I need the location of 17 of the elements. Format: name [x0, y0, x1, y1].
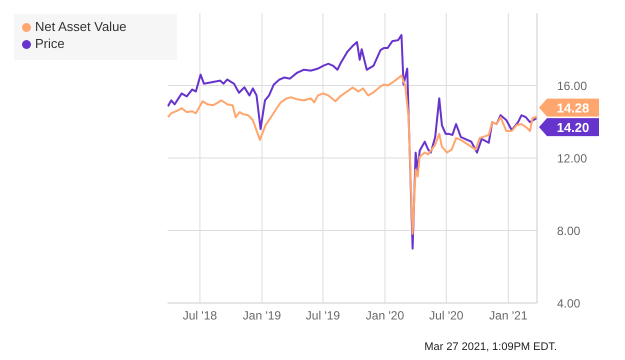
- annotation: 14.20: [556, 120, 590, 136]
- x-tick-label: Jul '19: [306, 308, 340, 323]
- line-series: [168, 74, 537, 235]
- y-tick-label: 4.00: [557, 296, 581, 310]
- x-tick-label: Jan '21: [489, 308, 528, 323]
- x-tick-label: Jan '20: [366, 308, 404, 323]
- legend-label: Price: [35, 36, 65, 51]
- legend-label: Net Asset Value: [35, 19, 127, 34]
- x-tick-label: Jul '18: [182, 308, 218, 323]
- x-tick-label: Jul '20: [429, 308, 464, 323]
- y-tick-label: 12.00: [557, 151, 588, 166]
- text: Mar 27 2021, 1:09PM EDT.: [424, 341, 557, 353]
- annotation: 14.28: [556, 100, 590, 116]
- y-tick-label: 16.00: [557, 78, 588, 93]
- x-tick-label: Jan '19: [242, 308, 282, 323]
- line-series: [168, 34, 537, 250]
- y-tick-label: 8.00: [557, 224, 581, 238]
